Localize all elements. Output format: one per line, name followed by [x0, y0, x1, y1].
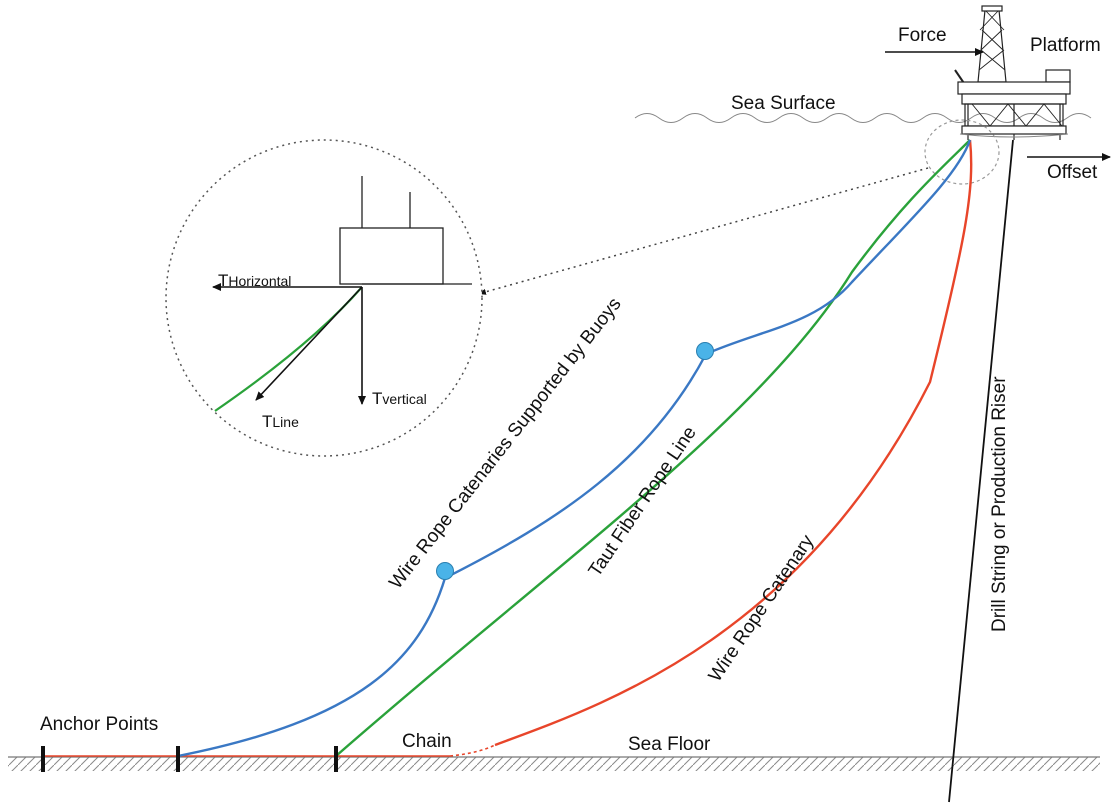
anchor-markers: [41, 746, 338, 772]
buoy-upper: [696, 342, 714, 360]
detail-view: [165, 139, 483, 457]
chain-label: Chain: [402, 731, 452, 752]
sea-surface-label: Sea Surface: [731, 93, 836, 114]
wire-rope-buoy-line: [177, 139, 972, 758]
t-horizontal-label: THorizontal: [218, 271, 291, 290]
platform: [954, 5, 1071, 140]
drill-string-label: Drill String or Production Riser: [989, 376, 1010, 632]
taut-fiber-rope-line: [335, 139, 971, 757]
t-vertical-label: Tvertical: [372, 389, 427, 408]
taut-fiber-label: Taut Fiber Rope Line: [585, 423, 701, 581]
buoy-lower: [436, 562, 454, 580]
wire-rope-catenary-label: Wire Rope Catenary: [705, 531, 819, 686]
anchor-points-label: Anchor Points: [40, 714, 158, 735]
fairlead-zoom-circle: [924, 119, 1000, 185]
force-label: Force: [898, 25, 947, 46]
sea-surface-waves: [634, 113, 1092, 123]
platform-label: Platform: [1030, 35, 1101, 56]
sea-floor: [8, 756, 1100, 771]
sea-floor-label: Sea Floor: [628, 734, 711, 755]
offset-label: Offset: [1047, 162, 1098, 183]
drill-string-riser: [948, 139, 1014, 803]
chain-dashed-segment: [449, 744, 496, 757]
zoom-connector: [477, 167, 929, 295]
wire-rope-catenary-line: [494, 139, 973, 747]
t-line-label: TLine: [262, 412, 299, 431]
